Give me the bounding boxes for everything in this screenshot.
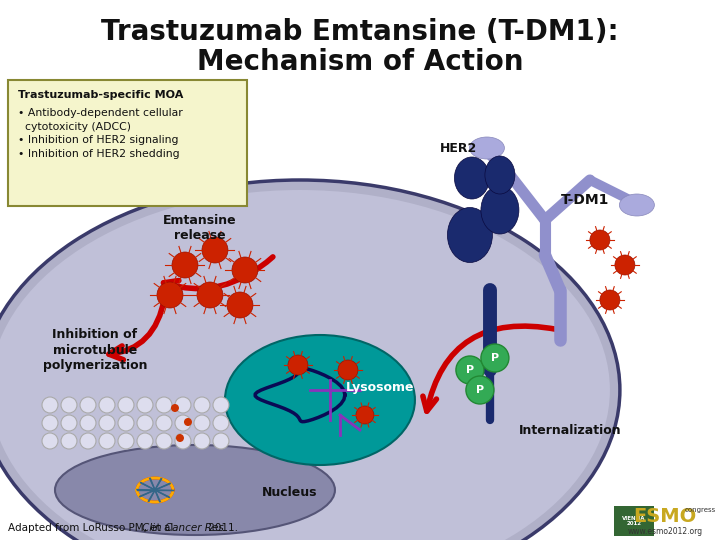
Circle shape <box>156 415 172 431</box>
Circle shape <box>42 433 58 449</box>
Circle shape <box>118 433 134 449</box>
Ellipse shape <box>225 335 415 465</box>
Text: VIENNA
2012: VIENNA 2012 <box>622 516 646 526</box>
Ellipse shape <box>55 445 335 535</box>
Circle shape <box>137 397 153 413</box>
Circle shape <box>156 433 172 449</box>
Circle shape <box>176 434 184 442</box>
Circle shape <box>137 415 153 431</box>
Text: Internalization: Internalization <box>518 423 621 436</box>
Circle shape <box>42 415 58 431</box>
Text: Inhibition of
microtubule
polymerization: Inhibition of microtubule polymerization <box>42 328 147 372</box>
Ellipse shape <box>447 207 492 262</box>
Text: Adapted from LoRusso PM, et al.: Adapted from LoRusso PM, et al. <box>8 523 180 533</box>
Circle shape <box>137 433 153 449</box>
Circle shape <box>61 433 77 449</box>
Circle shape <box>194 433 210 449</box>
Circle shape <box>118 415 134 431</box>
Circle shape <box>466 376 494 404</box>
Ellipse shape <box>619 194 654 216</box>
Circle shape <box>80 433 96 449</box>
Circle shape <box>157 282 183 308</box>
Circle shape <box>232 257 258 283</box>
Circle shape <box>194 397 210 413</box>
Circle shape <box>600 290 620 310</box>
Circle shape <box>172 252 198 278</box>
Circle shape <box>99 415 115 431</box>
Circle shape <box>171 404 179 412</box>
Ellipse shape <box>0 190 610 540</box>
Circle shape <box>156 397 172 413</box>
Ellipse shape <box>481 186 519 234</box>
Circle shape <box>202 237 228 263</box>
FancyBboxPatch shape <box>614 506 654 536</box>
Circle shape <box>227 292 253 318</box>
Circle shape <box>615 255 635 275</box>
Circle shape <box>213 415 229 431</box>
Text: Emtansine
release: Emtansine release <box>163 214 237 242</box>
Text: • Antibody-dependent cellular
  cytotoxicity (ADCC)
• Inhibition of HER2 signali: • Antibody-dependent cellular cytotoxici… <box>18 108 183 159</box>
Circle shape <box>197 282 223 308</box>
Circle shape <box>175 415 191 431</box>
Circle shape <box>356 406 374 424</box>
Circle shape <box>99 397 115 413</box>
Text: T-DM1: T-DM1 <box>561 193 609 207</box>
Text: P: P <box>466 365 474 375</box>
Circle shape <box>184 418 192 426</box>
Circle shape <box>118 397 134 413</box>
Circle shape <box>338 360 358 380</box>
Ellipse shape <box>454 157 490 199</box>
Ellipse shape <box>0 180 620 540</box>
FancyBboxPatch shape <box>8 80 247 206</box>
Circle shape <box>175 397 191 413</box>
Text: P: P <box>491 353 499 363</box>
Text: 2011.: 2011. <box>205 523 238 533</box>
Circle shape <box>80 397 96 413</box>
Text: www.esmo2012.org: www.esmo2012.org <box>627 528 703 537</box>
Circle shape <box>61 397 77 413</box>
Circle shape <box>213 433 229 449</box>
Text: ESMO: ESMO <box>634 507 696 525</box>
Text: congress: congress <box>684 507 716 513</box>
Ellipse shape <box>485 156 515 194</box>
Text: Mechanism of Action: Mechanism of Action <box>197 48 523 76</box>
Circle shape <box>590 230 610 250</box>
Text: HER2: HER2 <box>440 141 477 154</box>
Text: P: P <box>476 385 484 395</box>
Circle shape <box>481 344 509 372</box>
Circle shape <box>175 433 191 449</box>
Text: Nucleus: Nucleus <box>262 485 318 498</box>
Circle shape <box>42 397 58 413</box>
Circle shape <box>213 397 229 413</box>
Circle shape <box>80 415 96 431</box>
Circle shape <box>99 433 115 449</box>
Circle shape <box>194 415 210 431</box>
Circle shape <box>61 415 77 431</box>
Text: Trastuzumab Emtansine (T-DM1):: Trastuzumab Emtansine (T-DM1): <box>101 18 618 46</box>
Text: Clin Cancer Res: Clin Cancer Res <box>143 523 224 533</box>
Text: Trastuzumab-specific MOA: Trastuzumab-specific MOA <box>18 90 184 100</box>
Ellipse shape <box>469 137 505 159</box>
Circle shape <box>456 356 484 384</box>
Text: Lysosome: Lysosome <box>346 381 414 395</box>
Circle shape <box>288 355 308 375</box>
